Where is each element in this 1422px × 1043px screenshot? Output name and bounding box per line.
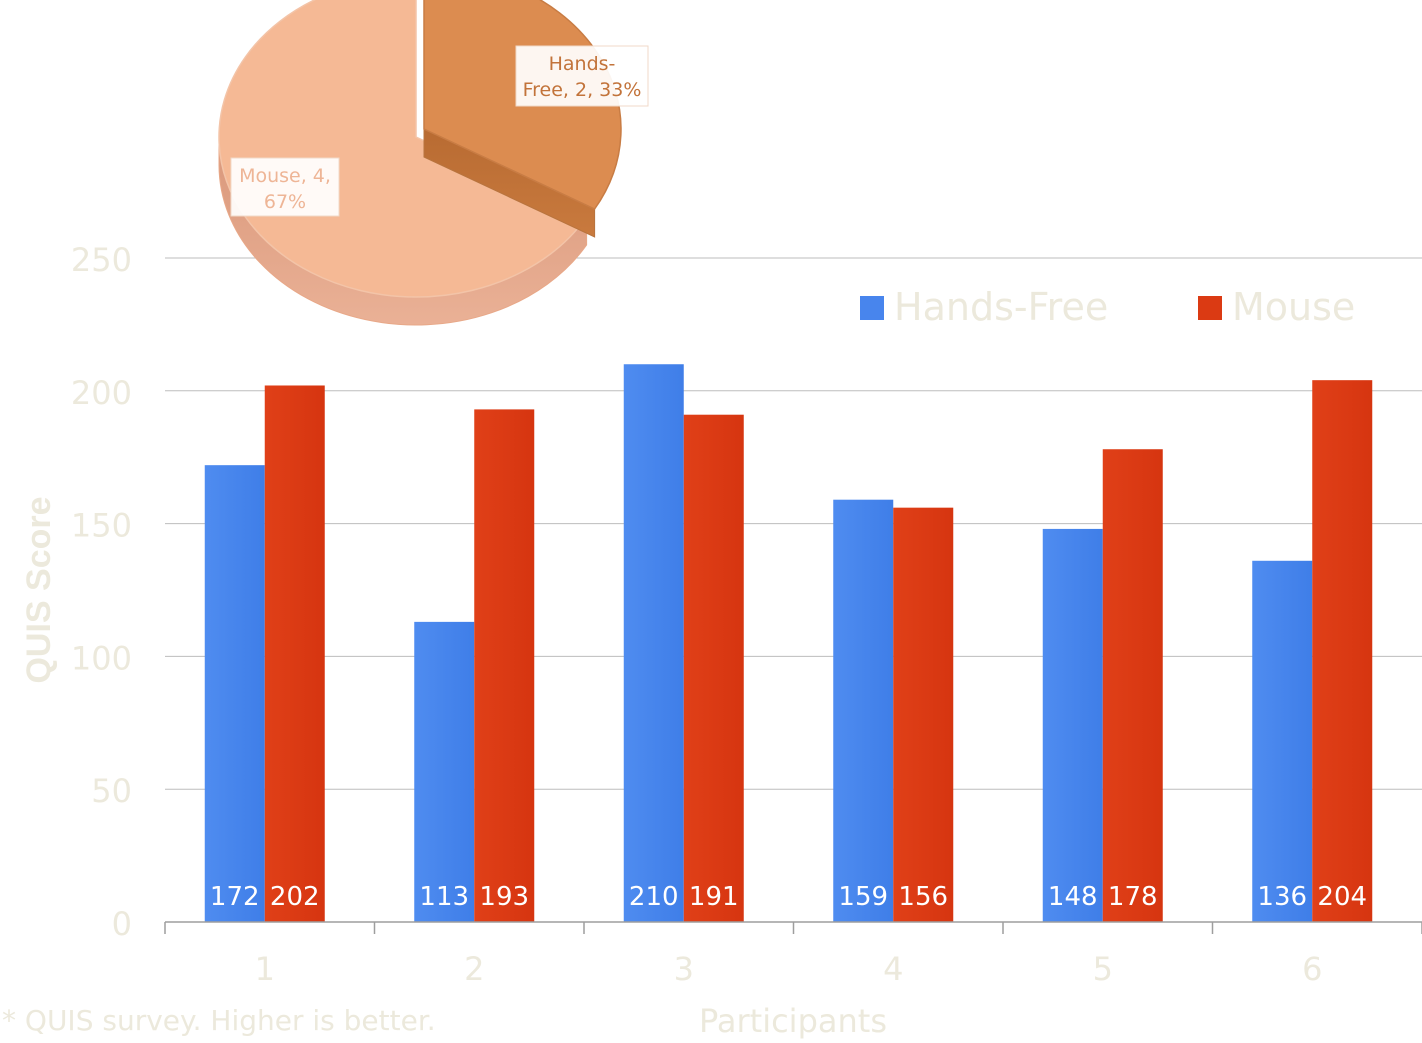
pie-data-label: Mouse, 4, 67%: [230, 157, 340, 217]
x-axis-title: Participants: [699, 1002, 887, 1040]
bar-data-label: 204: [1317, 882, 1367, 912]
bar-data-labels: 172 202 113 193 210 191 159 156 148 178 136 204: [210, 882, 1367, 912]
x-tick-label: 3: [674, 950, 694, 988]
bar-data-label: 193: [479, 882, 529, 912]
bar-hands-free-2: [414, 621, 475, 922]
x-tick-label: 6: [1302, 950, 1322, 988]
x-tick-label: 1: [255, 950, 275, 988]
legend-swatch: [860, 296, 884, 320]
x-tick-label: 2: [464, 950, 484, 988]
y-tick-label: 150: [71, 507, 132, 545]
pie-slice-mouse: [218, 0, 588, 298]
x-tick-label: 5: [1093, 950, 1113, 988]
bar-hands-free-5: [1042, 528, 1103, 922]
pie-chart: Hands- Free, 2, 33% Mouse, 4, 67%: [218, 0, 649, 326]
bar-hands-free-3: [623, 364, 684, 922]
bar-data-label: 210: [629, 882, 679, 912]
bar-data-label: 178: [1108, 882, 1158, 912]
y-axis-tick-labels: 0 50 100 150 200 250: [71, 241, 132, 943]
legend: Hands-Free Mouse: [860, 285, 1355, 329]
bars: [204, 364, 1373, 923]
y-tick-label: 0: [112, 905, 132, 943]
bar-data-label: 156: [898, 882, 948, 912]
bar-data-label: 159: [838, 882, 888, 912]
pie-label-text: 67%: [264, 191, 306, 213]
pie-data-label: Hands- Free, 2, 33%: [515, 45, 649, 107]
bar-data-label: 202: [270, 882, 320, 912]
legend-label: Hands-Free: [894, 285, 1108, 329]
pie-label-text: Hands-: [549, 53, 616, 75]
pie-label-box: [515, 45, 649, 107]
bar-hands-free-4: [833, 499, 894, 922]
bar-mouse-4: [893, 507, 954, 922]
bar-data-label: 136: [1257, 882, 1307, 912]
pie-label-box: [230, 157, 340, 217]
bar-hands-free-6: [1252, 560, 1313, 922]
bar-data-label: 172: [210, 882, 260, 912]
y-tick-label: 250: [71, 241, 132, 279]
bar-data-label: 191: [689, 882, 739, 912]
y-tick-label: 200: [71, 374, 132, 412]
x-tick-label: 4: [883, 950, 903, 988]
bar-mouse-5: [1102, 449, 1163, 922]
gridlines: [165, 257, 1422, 790]
legend-swatch: [1198, 296, 1222, 320]
y-tick-label: 100: [71, 639, 132, 677]
bar-mouse-1: [264, 385, 325, 922]
bar-mouse-2: [474, 409, 535, 923]
bar-mouse-6: [1312, 380, 1373, 922]
y-tick-label: 50: [91, 772, 132, 810]
bar-mouse-3: [683, 414, 744, 922]
pie-label-text: Free, 2, 33%: [523, 79, 642, 101]
footnote: * QUIS survey. Higher is better.: [2, 1004, 436, 1037]
x-axis: 1 2 3 4 5 6: [164, 921, 1422, 988]
legend-label: Mouse: [1232, 285, 1355, 329]
y-axis-title: QUIS Score: [20, 496, 58, 683]
bar-data-label: 113: [419, 882, 469, 912]
bar-hands-free-1: [204, 465, 265, 922]
bar-data-label: 148: [1048, 882, 1098, 912]
pie-label-text: Mouse, 4,: [239, 165, 331, 187]
